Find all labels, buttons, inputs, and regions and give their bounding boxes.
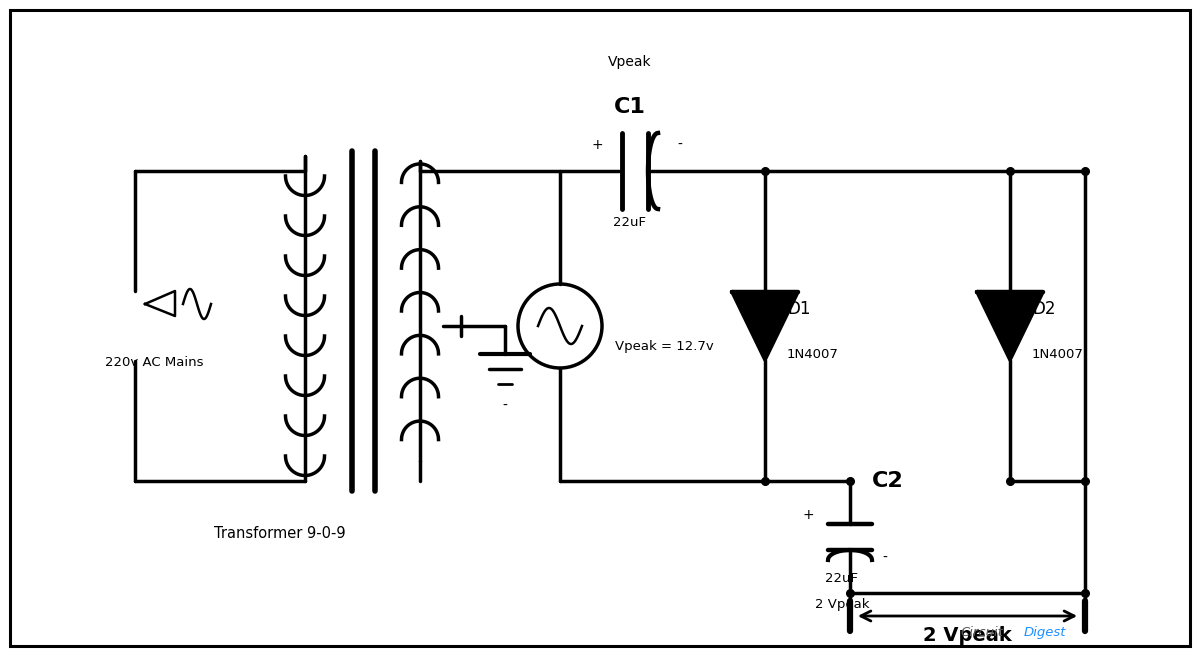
Text: Digest: Digest <box>1024 626 1067 639</box>
Text: C1: C1 <box>614 97 646 117</box>
Text: 220v AC Mains: 220v AC Mains <box>106 356 204 369</box>
Text: -: - <box>678 138 683 152</box>
Text: 22uF: 22uF <box>826 572 858 585</box>
Text: 2 Vpeak: 2 Vpeak <box>923 626 1012 645</box>
Text: C2: C2 <box>872 471 904 491</box>
Text: -: - <box>503 399 508 413</box>
Polygon shape <box>977 292 1043 360</box>
Text: D1: D1 <box>787 300 810 318</box>
Text: Transformer 9-0-9: Transformer 9-0-9 <box>214 526 346 541</box>
Text: 1N4007: 1N4007 <box>787 348 839 361</box>
Text: Vpeak: Vpeak <box>608 55 652 69</box>
Polygon shape <box>732 292 798 360</box>
Text: +: + <box>592 138 602 152</box>
Text: -: - <box>882 551 888 565</box>
Text: Circuit: Circuit <box>960 626 1003 639</box>
Text: Vpeak = 12.7v: Vpeak = 12.7v <box>616 340 714 352</box>
Text: 22uF: 22uF <box>613 216 647 229</box>
Text: D2: D2 <box>1032 300 1056 318</box>
Text: 1N4007: 1N4007 <box>1032 348 1084 361</box>
Text: +: + <box>802 508 814 522</box>
Text: 2 Vpeak: 2 Vpeak <box>815 598 869 611</box>
